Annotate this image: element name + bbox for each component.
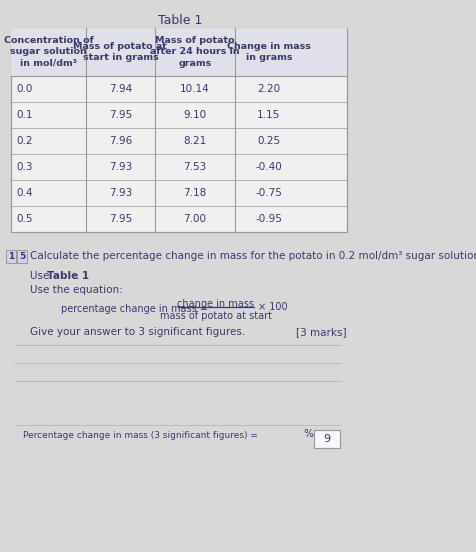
Text: 0.0: 0.0: [17, 84, 33, 94]
Text: 7.53: 7.53: [183, 162, 207, 172]
Text: Change in mass
in grams: Change in mass in grams: [227, 42, 311, 62]
Text: 7.94: 7.94: [109, 84, 132, 94]
Text: 0.25: 0.25: [258, 136, 280, 146]
Text: 2.20: 2.20: [258, 84, 280, 94]
Text: 7.18: 7.18: [183, 188, 207, 198]
Bar: [6, 250, 16, 263]
Text: Calculate the percentage change in mass for the potato in 0.2 mol/dm³ sugar solu: Calculate the percentage change in mass …: [30, 251, 476, 261]
Bar: [18, 250, 27, 263]
Text: 10.14: 10.14: [180, 84, 210, 94]
Text: 7.00: 7.00: [184, 214, 207, 224]
Text: [3 marks]: [3 marks]: [296, 327, 347, 337]
Text: 0.2: 0.2: [17, 136, 33, 146]
Text: Use the equation:: Use the equation:: [30, 285, 123, 295]
Text: mass of potato at start: mass of potato at start: [160, 311, 272, 321]
Text: 1.15: 1.15: [257, 110, 280, 120]
Text: Use: Use: [30, 271, 53, 281]
Text: 1: 1: [8, 252, 14, 261]
Text: Concentration of
sugar solution
in mol/dm³: Concentration of sugar solution in mol/d…: [4, 36, 93, 67]
Text: × 100: × 100: [258, 302, 288, 312]
Text: 7.93: 7.93: [109, 188, 132, 198]
Text: 7.95: 7.95: [109, 214, 132, 224]
Bar: [11, 28, 347, 232]
Text: Mass of potato at
start in grams: Mass of potato at start in grams: [73, 42, 168, 62]
Bar: [11, 28, 347, 76]
Text: percentage change in mass =: percentage change in mass =: [60, 304, 208, 314]
Text: Table 1: Table 1: [158, 14, 202, 27]
Text: Table 1: Table 1: [47, 271, 89, 281]
Text: 8.21: 8.21: [183, 136, 207, 146]
Text: 0.5: 0.5: [17, 214, 33, 224]
Text: 0.3: 0.3: [17, 162, 33, 172]
Text: -0.40: -0.40: [256, 162, 282, 172]
Text: 7.95: 7.95: [109, 110, 132, 120]
Text: 0.4: 0.4: [17, 188, 33, 198]
Text: Percentage change in mass (3 significant figures) =: Percentage change in mass (3 significant…: [23, 431, 258, 440]
Text: 9.10: 9.10: [183, 110, 207, 120]
Text: change in mass: change in mass: [178, 299, 254, 309]
Text: %: %: [303, 429, 313, 439]
Text: -0.75: -0.75: [256, 188, 282, 198]
Text: .: .: [76, 271, 79, 281]
Text: -0.95: -0.95: [256, 214, 282, 224]
Text: Give your answer to 3 significant figures.: Give your answer to 3 significant figure…: [30, 327, 246, 337]
Bar: [314, 430, 340, 448]
Text: 9: 9: [324, 434, 331, 444]
Text: 7.96: 7.96: [109, 136, 132, 146]
Text: 0.1: 0.1: [17, 110, 33, 120]
Text: 7.93: 7.93: [109, 162, 132, 172]
Text: Mass of potato
after 24 hours in
grams: Mass of potato after 24 hours in grams: [150, 36, 240, 67]
Text: 5: 5: [19, 252, 26, 261]
